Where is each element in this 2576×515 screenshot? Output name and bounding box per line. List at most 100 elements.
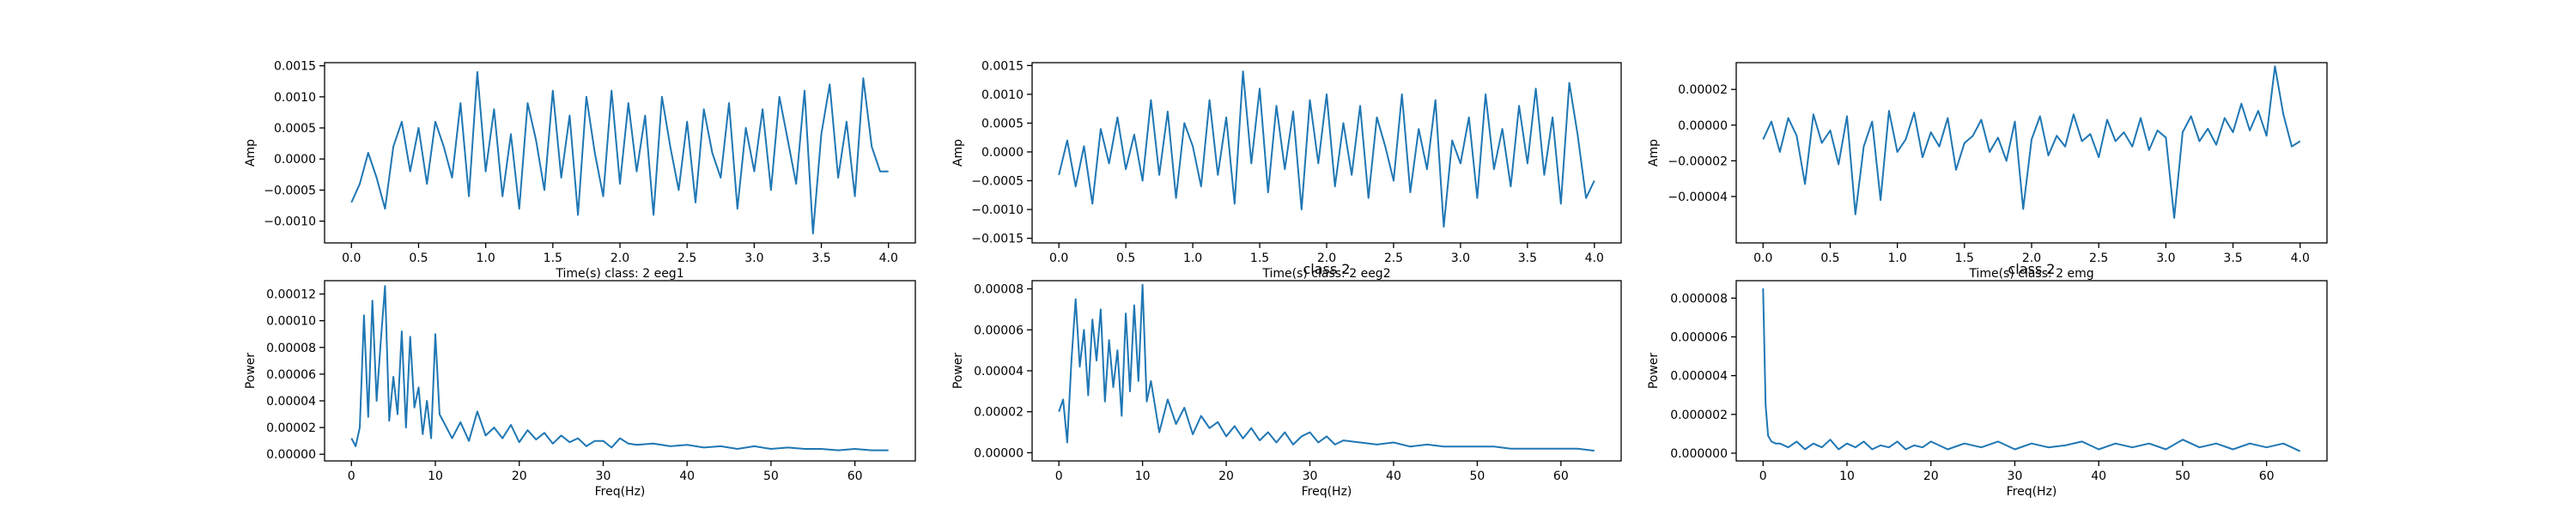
y-tick-label: 0.0015 [274,60,316,74]
y-axis-label: Power [244,353,258,390]
x-tick-label: 1.5 [1250,251,1269,265]
x-tick-label: 60 [1553,470,1569,483]
x-tick-label: 0 [1055,470,1063,483]
x-tick-label: 40 [679,470,695,483]
x-tick-label: 3.0 [744,251,763,265]
y-tick-label: −0.0010 [971,203,1024,217]
y-tick-label: 0.0000 [981,146,1024,160]
plot-frame [324,280,916,462]
y-tick-label: 0.0000 [274,153,316,167]
chart-title: class 2 [2008,261,2056,277]
y-tick-label: −0.00004 [1668,191,1728,204]
y-tick-label: 0.0010 [274,91,316,105]
y-axis-label: Amp [951,139,965,167]
y-tick-label: 0.00008 [974,283,1024,297]
x-tick-label: 30 [2008,470,2023,483]
series-line [1762,288,2301,452]
series-line [1058,283,1595,452]
chart-4: 0 10 20 30 40 50 60 0.00000 0.00002 0.00004 0.0000… [244,280,916,499]
x-tick-label: 2.5 [677,251,696,265]
x-tick-label: 1.0 [477,251,495,265]
x-tick-label: 0 [348,470,355,483]
y-axis-label: Amp [1647,139,1661,167]
x-tick-label: 0.0 [1753,251,1772,265]
chart-title: class 2 [1303,261,1351,277]
x-tick-label: 30 [1303,470,1318,483]
plot-frame [1031,62,1622,244]
x-axis-label: Time(s) class: 2 emg [1968,267,2093,281]
y-tick-label: −0.0015 [971,233,1024,246]
y-tick-label: 0.00006 [266,368,316,382]
x-axis-label: Freq(Hz) [1302,485,1352,499]
y-tick-label: 0.0005 [981,117,1024,130]
x-tick-label: 1.5 [1955,251,1974,265]
chart-6: 0 10 20 30 40 50 60 0.000000 0.000002 0.000004 0.0… [1647,280,2328,499]
x-tick-label: 40 [1386,470,1401,483]
x-tick-label: 50 [2175,470,2190,483]
series-line [1762,65,2301,219]
y-tick-label: 0.00010 [266,315,316,329]
x-tick-label: 3.5 [811,251,830,265]
y-tick-label: 0.00000 [266,448,316,462]
y-tick-label: 0.000002 [1670,409,1728,422]
chart-1: 0.0 0.5 1.0 1.5 2.0 2.5 3.0 3.5 4.0 −0.0010 −0.000… [244,60,916,281]
x-tick-label: 50 [763,470,779,483]
y-tick-label: 0.0010 [981,88,1024,102]
chart-5: 0 10 20 30 40 50 60 0.00000 0.00002 0.00004 0.0000… [951,280,1622,499]
x-tick-label: 2.0 [1317,251,1336,265]
x-tick-label: 3.0 [2156,251,2175,265]
y-tick-label: −0.0005 [264,184,316,197]
x-tick-label: 10 [1135,470,1151,483]
x-tick-label: 20 [1218,470,1234,483]
x-tick-label: 10 [1839,470,1855,483]
x-tick-label: 50 [1469,470,1485,483]
x-axis-label: Freq(Hz) [595,485,646,499]
x-tick-label: 0.5 [409,251,428,265]
y-tick-label: 0.000000 [1670,447,1728,461]
plot-frame [1735,62,2328,244]
y-tick-label: 0.00004 [266,395,316,409]
y-tick-label: 0.000004 [1670,370,1728,384]
x-tick-label: 0.0 [342,251,361,265]
x-tick-label: 2.0 [2022,251,2041,265]
x-tick-label: 0.0 [1049,251,1068,265]
x-axis-label: Time(s) class: 2 eeg2 [1261,267,1390,281]
y-tick-label: 0.00012 [266,288,316,302]
x-tick-label: 3.5 [1518,251,1537,265]
x-tick-label: 1.0 [1888,251,1907,265]
x-tick-label: 30 [596,470,611,483]
y-tick-label: 0.0005 [274,122,316,136]
y-tick-label: 0.000006 [1670,330,1728,344]
x-tick-label: 4.0 [879,251,898,265]
x-tick-label: 3.0 [1451,251,1470,265]
x-tick-label: 20 [512,470,527,483]
y-tick-label: 0.00006 [974,324,1024,337]
y-tick-label: 0.00002 [1678,83,1728,97]
x-tick-label: 4.0 [2291,251,2310,265]
y-tick-label: 0.00008 [266,342,316,355]
y-tick-label: −0.0005 [971,175,1024,189]
chart-2: 0.0 0.5 1.0 1.5 2.0 2.5 3.0 3.5 4.0 −0.0015 −0.001… [951,59,1622,281]
x-tick-label: 3.5 [2223,251,2242,265]
y-axis-label: Power [1647,353,1661,390]
series-line [350,285,889,451]
y-tick-label: 0.000008 [1670,292,1728,306]
x-tick-label: 2.0 [611,251,629,265]
y-tick-label: 0.00004 [974,365,1024,379]
x-tick-label: 60 [848,470,863,483]
plot-frame [1735,280,2328,462]
x-tick-label: 0 [1759,470,1767,483]
x-tick-label: 4.0 [1585,251,1604,265]
x-tick-label: 40 [2091,470,2106,483]
y-tick-label: 0.00002 [266,421,316,435]
x-tick-label: 10 [428,470,443,483]
x-tick-label: 1.5 [544,251,562,265]
series-line [1058,70,1595,228]
y-tick-label: −0.0010 [264,215,316,229]
x-axis-label: Freq(Hz) [2007,485,2057,499]
x-tick-label: 2.5 [2089,251,2108,265]
x-axis-label: Time(s) class: 2 eeg1 [555,267,683,281]
y-axis-label: Amp [244,139,258,167]
series-line [350,70,889,235]
x-tick-label: 1.0 [1183,251,1202,265]
